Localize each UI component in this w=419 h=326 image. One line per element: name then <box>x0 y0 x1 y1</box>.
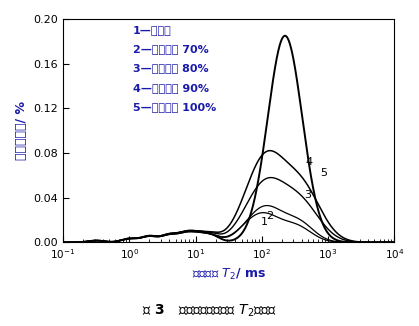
Text: 2—轴压比为 70%: 2—轴压比为 70% <box>133 44 208 54</box>
Text: 1—加载前: 1—加载前 <box>133 24 171 35</box>
Text: 图 3   不同轴压比作用后 $T_2$谱曲线: 图 3 不同轴压比作用后 $T_2$谱曲线 <box>142 303 277 319</box>
Text: 3—轴压比为 80%: 3—轴压比为 80% <box>133 64 208 73</box>
Text: 5—轴压比为 100%: 5—轴压比为 100% <box>133 102 216 112</box>
Text: 5: 5 <box>320 168 327 178</box>
Text: 1: 1 <box>260 217 267 227</box>
Text: 3: 3 <box>304 190 311 200</box>
Y-axis label: 孔隙度分量/ %: 孔隙度分量/ % <box>15 101 28 160</box>
Text: 4: 4 <box>305 157 312 167</box>
X-axis label: 弛豫时间 $T_2$/ ms: 弛豫时间 $T_2$/ ms <box>192 267 266 282</box>
Text: 4—轴压比为 90%: 4—轴压比为 90% <box>133 83 209 93</box>
Text: 2: 2 <box>266 211 273 221</box>
